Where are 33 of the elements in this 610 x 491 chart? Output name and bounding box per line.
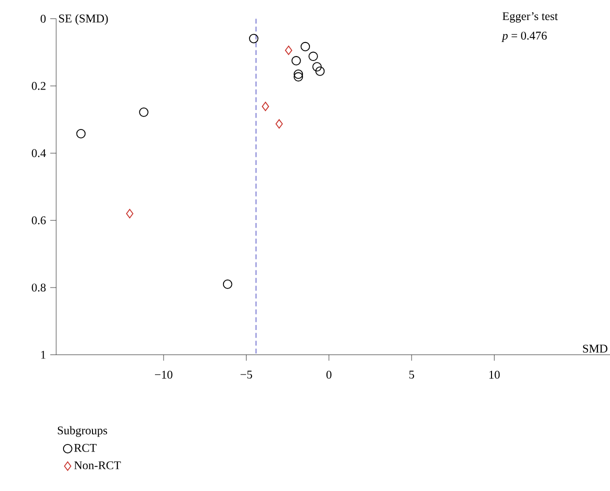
- x-tick-label: 5: [409, 370, 414, 379]
- annotation: p = 0.476: [502, 32, 547, 42]
- y-tick-label: 0.6: [32, 216, 46, 224]
- y-tick-label: 1: [41, 351, 46, 359]
- point: [126, 209, 134, 218]
- point: [312, 62, 322, 72]
- point: [315, 66, 325, 76]
- x-tick-label: 0: [326, 370, 332, 379]
- y-axis-title: SE (SMD): [59, 14, 108, 25]
- point: [249, 34, 258, 44]
- point: [276, 119, 283, 129]
- x-tick-label: −5: [240, 370, 252, 379]
- point: [284, 46, 292, 56]
- annotation: Egger’s test: [502, 12, 558, 23]
- y-tick-label: 0.4: [32, 149, 46, 158]
- legend-label: RCT: [74, 444, 97, 452]
- point: [222, 280, 232, 290]
- legend-title: Subgroups: [58, 426, 108, 437]
- x-tick-label: 10: [489, 370, 500, 379]
- point: [292, 56, 301, 66]
- point: [294, 70, 304, 79]
- x-tick-label: −10: [154, 370, 172, 379]
- point: [294, 72, 304, 82]
- y-tick-label: 0.2: [32, 82, 46, 90]
- point: [262, 102, 270, 112]
- point: [300, 42, 310, 52]
- point: [308, 52, 318, 62]
- point: [76, 129, 86, 138]
- legend-label: Non-RCT: [74, 461, 121, 470]
- y-tick-label: 0.8: [32, 284, 46, 292]
- y-tick-label: 0: [40, 14, 46, 23]
- point: [139, 108, 148, 117]
- x-axis-title: SMD: [583, 344, 608, 353]
